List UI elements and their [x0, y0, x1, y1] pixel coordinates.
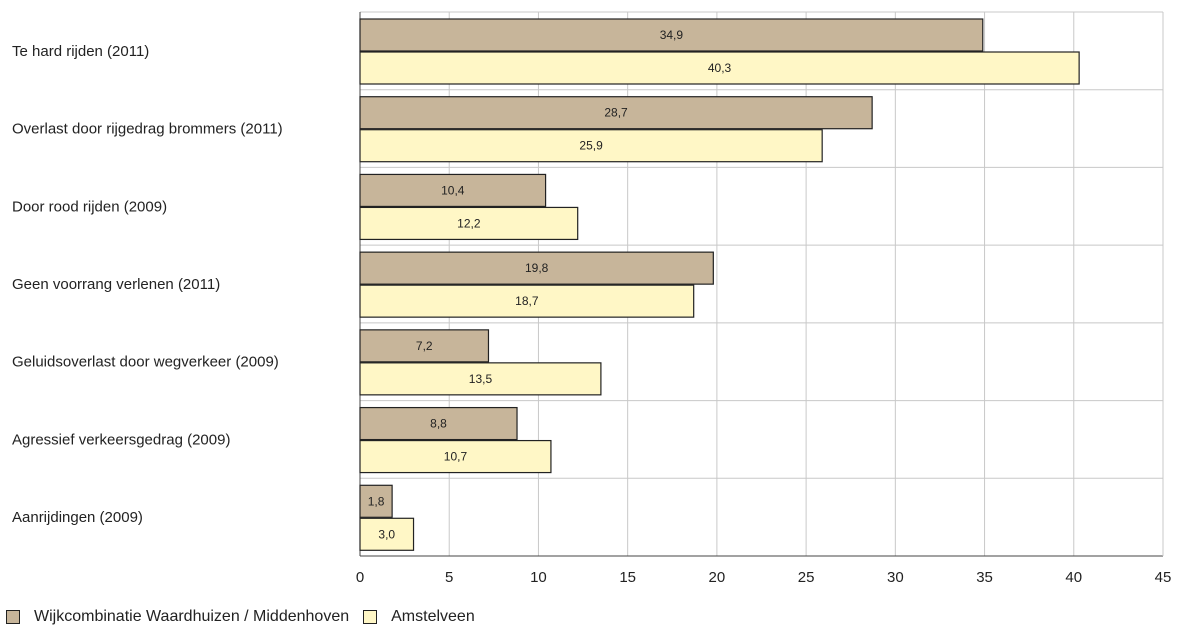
- bar-series-1-cat-6: [359, 406, 518, 441]
- bar-series-1-cat-2: [359, 96, 873, 130]
- x-tick-label-35: 35: [976, 569, 993, 586]
- data-label-series-2-cat-3: 12,2: [457, 216, 481, 230]
- bars: [359, 18, 1080, 551]
- x-tick-label-5: 5: [445, 569, 453, 586]
- x-tick-label-45: 45: [1155, 569, 1172, 586]
- legend-item-series-1: Wijkcombinatie Waardhuizen / Middenhoven: [6, 608, 349, 626]
- data-label-series-1-cat-6: 8,8: [430, 417, 447, 431]
- x-tick-label-30: 30: [887, 569, 904, 586]
- bar-series-1-cat-4: [359, 251, 714, 285]
- data-label-series-1-cat-4: 19,8: [525, 261, 549, 275]
- bar-series-2-cat-7: [359, 517, 415, 551]
- data-label-series-1-cat-7: 1,8: [368, 494, 385, 508]
- category-label-3: Door rood rijden (2009): [12, 198, 167, 215]
- bar-series-1-cat-5: [359, 329, 490, 363]
- x-tick-label-40: 40: [1065, 569, 1082, 586]
- bar-series-1-cat-3: [359, 173, 547, 208]
- data-label-series-2-cat-2: 25,9: [579, 139, 603, 153]
- data-label-series-1-cat-5: 7,2: [416, 339, 433, 353]
- x-tick-label-10: 10: [530, 569, 547, 586]
- category-label-4: Geen voorrang verlenen (2011): [12, 276, 220, 293]
- data-label-series-2-cat-4: 18,7: [515, 294, 539, 308]
- bar-series-2-cat-1: [359, 51, 1080, 85]
- bar-series-1-cat-7: [359, 484, 393, 518]
- data-label-series-2-cat-1: 40,3: [708, 61, 732, 75]
- bar-series-2-cat-4: [359, 284, 695, 318]
- legend-label-series-2: Amstelveen: [391, 608, 475, 625]
- category-label-5: Geluidsoverlast door wegverkeer (2009): [12, 354, 279, 371]
- data-label-series-2-cat-5: 13,5: [469, 372, 493, 386]
- category-label-6: Agressief verkeersgedrag (2009): [12, 431, 230, 448]
- data-label-series-1-cat-2: 28,7: [604, 106, 628, 120]
- category-label-1: Te hard rijden (2011): [12, 43, 149, 60]
- data-label-series-2-cat-6: 10,7: [444, 450, 468, 464]
- x-tick-label-15: 15: [619, 569, 636, 586]
- data-label-series-2-cat-7: 3,0: [378, 527, 395, 541]
- bar-series-2-cat-2: [359, 129, 823, 163]
- data-label-series-1-cat-1: 34,9: [660, 28, 684, 42]
- legend-swatch-series-1: [6, 610, 20, 624]
- labels: 0 5 10 15 20 25 30 35 40 45 Te hard rijden (2011) 3…: [12, 28, 1171, 586]
- category-label-7: Aanrijdingen (2009): [12, 509, 143, 526]
- bar-chart: 0 5 10 15 20 25 30 35 40 45 Te hard rijden (2011) 3…: [12, 11, 1171, 586]
- x-tick-label-20: 20: [709, 569, 726, 586]
- bar-series-2-cat-3: [359, 206, 579, 241]
- legend-label-series-1: Wijkcombinatie Waardhuizen / Middenhoven: [34, 608, 350, 625]
- x-tick-label-0: 0: [356, 569, 364, 586]
- bar-series-1-cat-1: [359, 18, 984, 52]
- data-label-series-1-cat-3: 10,4: [441, 183, 465, 197]
- x-tick-label-25: 25: [798, 569, 815, 586]
- legend-item-series-2: Amstelveen: [363, 608, 475, 626]
- bar-series-2-cat-5: [359, 362, 602, 396]
- legend-swatch-series-2: [363, 610, 378, 624]
- legend: Wijkcombinatie Waardhuizen / Middenhoven…: [6, 608, 489, 626]
- category-label-2: Overlast door rijgedrag brommers (2011): [12, 121, 283, 138]
- bar-series-2-cat-6: [359, 439, 552, 474]
